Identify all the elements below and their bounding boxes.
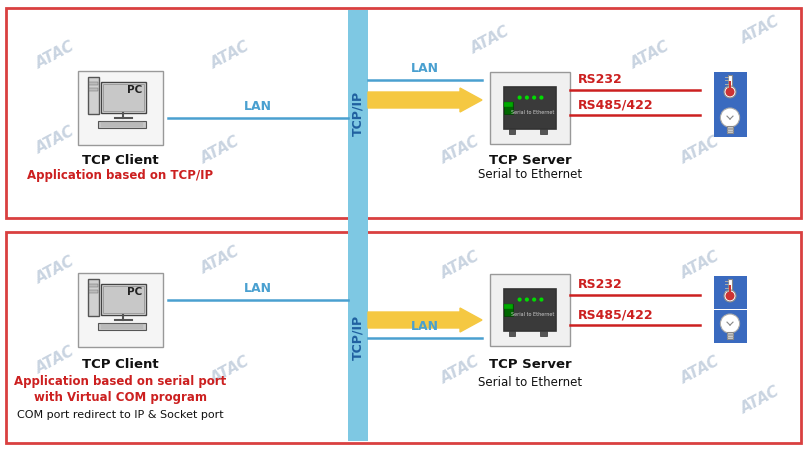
Bar <box>88 77 99 114</box>
Text: ATAC: ATAC <box>438 133 482 166</box>
Text: ATAC: ATAC <box>628 38 672 71</box>
Bar <box>101 284 145 315</box>
Bar <box>490 72 570 144</box>
Text: LAN: LAN <box>411 62 439 75</box>
Bar <box>504 304 513 316</box>
Text: PC: PC <box>127 85 142 95</box>
Text: LAN: LAN <box>244 100 272 113</box>
Circle shape <box>724 86 736 98</box>
Text: ATAC: ATAC <box>678 133 722 166</box>
Text: ATAC: ATAC <box>208 354 252 387</box>
Bar <box>90 290 98 293</box>
Text: TCP/IP: TCP/IP <box>351 91 364 136</box>
Text: ATAC: ATAC <box>208 38 252 71</box>
Bar <box>726 332 734 339</box>
Bar <box>713 103 747 137</box>
Bar <box>99 121 145 128</box>
Text: RS485/422: RS485/422 <box>578 98 654 111</box>
Text: TCP Server: TCP Server <box>489 359 571 372</box>
Circle shape <box>539 96 544 100</box>
Bar <box>6 8 801 218</box>
Bar <box>99 323 145 330</box>
Text: LAN: LAN <box>244 282 272 295</box>
Text: COM port redirect to IP & Socket port: COM port redirect to IP & Socket port <box>17 410 223 420</box>
Bar <box>728 280 732 296</box>
Circle shape <box>518 298 522 302</box>
Text: RS485/422: RS485/422 <box>578 308 654 321</box>
Circle shape <box>525 298 529 302</box>
Text: Application based on serial port: Application based on serial port <box>14 376 226 388</box>
Bar <box>713 309 747 342</box>
Bar <box>504 102 513 107</box>
Bar <box>509 129 516 134</box>
Bar <box>504 289 556 331</box>
Bar <box>90 83 98 85</box>
Text: TCP Client: TCP Client <box>82 359 158 372</box>
Bar <box>504 87 556 129</box>
Text: Serial to Ethernet: Serial to Ethernet <box>511 312 554 317</box>
Text: ATAC: ATAC <box>33 38 77 71</box>
Text: ATAC: ATAC <box>198 133 242 166</box>
Bar <box>541 129 546 134</box>
Circle shape <box>539 298 544 302</box>
Circle shape <box>525 96 529 100</box>
Circle shape <box>532 298 537 302</box>
Bar <box>713 72 747 105</box>
Circle shape <box>532 96 537 100</box>
Text: TCP/IP: TCP/IP <box>351 315 364 360</box>
Text: with Virtual COM program: with Virtual COM program <box>33 391 207 404</box>
Text: ATAC: ATAC <box>33 124 77 156</box>
Text: PC: PC <box>127 287 142 297</box>
Text: ATAC: ATAC <box>468 23 512 56</box>
Text: ATAC: ATAC <box>438 249 482 281</box>
Text: Application based on TCP/IP: Application based on TCP/IP <box>27 169 213 181</box>
Text: RS232: RS232 <box>578 278 623 291</box>
Circle shape <box>726 87 734 97</box>
Circle shape <box>721 314 739 333</box>
Bar <box>541 331 546 336</box>
Circle shape <box>724 290 736 302</box>
Bar <box>88 279 99 316</box>
Text: LAN: LAN <box>411 320 439 333</box>
Bar <box>6 232 801 443</box>
Bar <box>509 331 516 336</box>
Bar <box>78 272 162 347</box>
Text: TCP Server: TCP Server <box>489 153 571 166</box>
Bar <box>103 286 144 313</box>
FancyArrow shape <box>368 308 482 332</box>
FancyArrow shape <box>368 88 482 112</box>
Text: ATAC: ATAC <box>33 253 77 286</box>
Bar <box>78 71 162 145</box>
Bar <box>490 274 570 346</box>
Text: ATAC: ATAC <box>738 383 782 416</box>
Bar <box>101 82 145 113</box>
Bar <box>90 284 98 287</box>
Bar <box>729 81 731 92</box>
Text: ATAC: ATAC <box>438 354 482 387</box>
Bar <box>713 276 747 308</box>
Text: Serial to Ethernet: Serial to Ethernet <box>478 169 582 181</box>
Bar <box>504 102 513 114</box>
Text: ATAC: ATAC <box>738 14 782 46</box>
Text: ATAC: ATAC <box>678 354 722 387</box>
Text: TCP Client: TCP Client <box>82 153 158 166</box>
Text: ATAC: ATAC <box>33 344 77 377</box>
Circle shape <box>726 291 734 300</box>
Bar <box>103 84 144 111</box>
Bar <box>729 285 731 296</box>
Circle shape <box>518 96 522 100</box>
Bar <box>90 88 98 91</box>
Bar <box>728 75 732 92</box>
Bar <box>504 304 513 309</box>
Circle shape <box>721 108 739 127</box>
Bar <box>726 126 734 133</box>
Text: ATAC: ATAC <box>198 244 242 276</box>
Text: ATAC: ATAC <box>678 249 722 281</box>
Text: RS232: RS232 <box>578 73 623 86</box>
Text: Serial to Ethernet: Serial to Ethernet <box>478 376 582 388</box>
Text: Serial to Ethernet: Serial to Ethernet <box>511 110 554 115</box>
Bar <box>348 10 368 441</box>
